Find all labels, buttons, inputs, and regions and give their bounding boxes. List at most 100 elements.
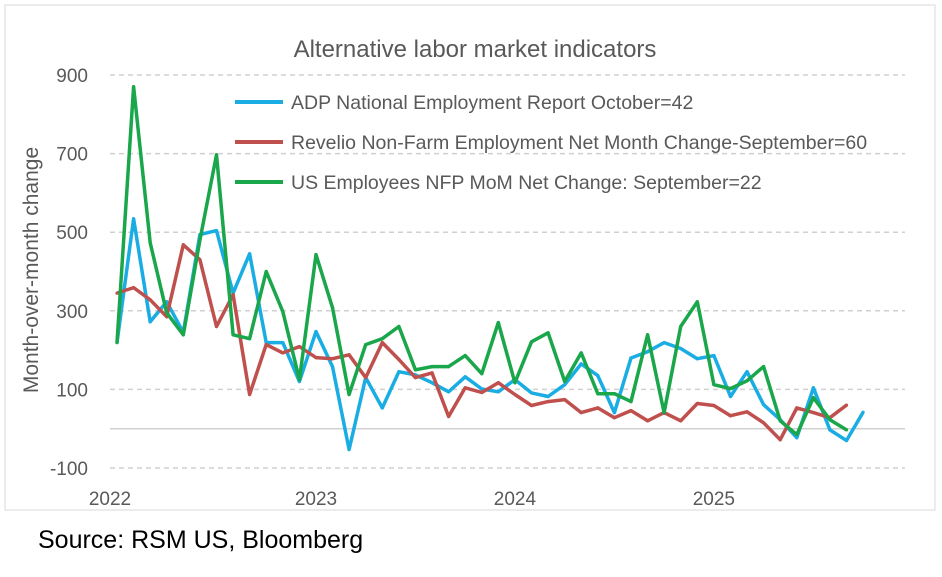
- data-point: [231, 333, 235, 337]
- data-point: [612, 410, 617, 415]
- data-point: [131, 217, 136, 221]
- legend-label: Revelio Non-Farm Employment Net Month Ch…: [291, 132, 867, 154]
- data-point: [828, 418, 832, 422]
- data-point: [695, 401, 699, 406]
- y-tick-label: 100: [56, 380, 88, 401]
- data-point: [347, 353, 351, 357]
- data-point: [148, 241, 152, 245]
- data-point: [762, 403, 766, 407]
- data-point: [463, 386, 467, 390]
- data-point: [579, 351, 583, 355]
- data-point: [745, 410, 749, 414]
- data-point: [662, 410, 666, 415]
- data-point: [397, 370, 401, 374]
- data-point: [529, 340, 534, 344]
- x-tick-label: 2022: [89, 489, 131, 510]
- data-point: [679, 419, 683, 423]
- data-point: [629, 409, 633, 413]
- data-point: [198, 258, 202, 262]
- data-point: [645, 419, 650, 423]
- data-point: [231, 293, 235, 297]
- data-point: [198, 238, 202, 242]
- data-point: [330, 306, 335, 310]
- data-point: [762, 421, 766, 425]
- data-point: [596, 374, 600, 378]
- data-point: [712, 354, 716, 358]
- data-point: [413, 376, 418, 380]
- y-tick-label: 700: [56, 145, 88, 166]
- data-point: [115, 291, 119, 295]
- data-point: [364, 376, 368, 380]
- data-point: [612, 392, 617, 396]
- data-point: [131, 286, 136, 290]
- data-point: [811, 410, 815, 415]
- data-point: [397, 324, 401, 329]
- data-point: [596, 406, 600, 410]
- data-point: [778, 419, 782, 423]
- data-point: [131, 85, 136, 89]
- data-point: [563, 383, 567, 387]
- data-point: [546, 331, 550, 335]
- data-point: [447, 390, 451, 394]
- data-point: [430, 381, 434, 385]
- x-tick-label: 2025: [693, 489, 735, 510]
- data-point: [463, 354, 467, 358]
- source-note: Source: RSM US, Bloomberg: [38, 526, 364, 554]
- data-point: [347, 392, 351, 397]
- data-point: [181, 333, 185, 337]
- data-point: [513, 381, 517, 385]
- data-point: [728, 414, 733, 418]
- data-point: [397, 357, 401, 362]
- data-point: [463, 375, 467, 379]
- data-point: [712, 403, 716, 408]
- data-point: [695, 357, 699, 361]
- data-point: [148, 320, 152, 324]
- data-point: [612, 416, 617, 420]
- data-point: [380, 337, 384, 341]
- data-point: [480, 387, 484, 391]
- data-point: [297, 377, 301, 382]
- data-point: [828, 428, 832, 432]
- data-point: [364, 342, 368, 347]
- data-point: [248, 252, 252, 256]
- data-point: [165, 311, 169, 315]
- data-point: [281, 341, 285, 345]
- data-point: [181, 243, 185, 247]
- data-point: [811, 386, 815, 390]
- data-point: [281, 309, 285, 314]
- data-point: [795, 406, 799, 410]
- data-point: [413, 368, 418, 372]
- data-point: [496, 381, 500, 385]
- data-point: [778, 438, 782, 442]
- data-point: [529, 391, 534, 395]
- data-point: [762, 365, 766, 369]
- data-point: [314, 355, 318, 360]
- data-point: [330, 357, 335, 361]
- y-tick-label: -100: [50, 459, 88, 480]
- data-point: [330, 365, 335, 369]
- data-point: [745, 370, 749, 374]
- chart-title: Alternative labor market indicators: [294, 36, 657, 63]
- data-point: [546, 399, 550, 404]
- y-tick-label: 900: [56, 66, 88, 87]
- data-point: [811, 396, 815, 400]
- data-point: [214, 153, 219, 157]
- data-point: [347, 447, 351, 452]
- data-point: [264, 342, 268, 347]
- y-tick-label: 300: [56, 302, 88, 323]
- data-point: [214, 324, 219, 329]
- data-point: [248, 392, 252, 397]
- data-point: [115, 341, 119, 345]
- data-point: [430, 371, 434, 375]
- data-point: [795, 436, 799, 440]
- data-point: [645, 350, 650, 354]
- data-point: [629, 356, 633, 360]
- data-point: [645, 333, 650, 337]
- data-point: [861, 410, 865, 414]
- data-point: [314, 253, 318, 257]
- data-point: [712, 383, 716, 387]
- data-point: [579, 362, 583, 366]
- data-point: [662, 341, 666, 345]
- data-point: [248, 337, 252, 341]
